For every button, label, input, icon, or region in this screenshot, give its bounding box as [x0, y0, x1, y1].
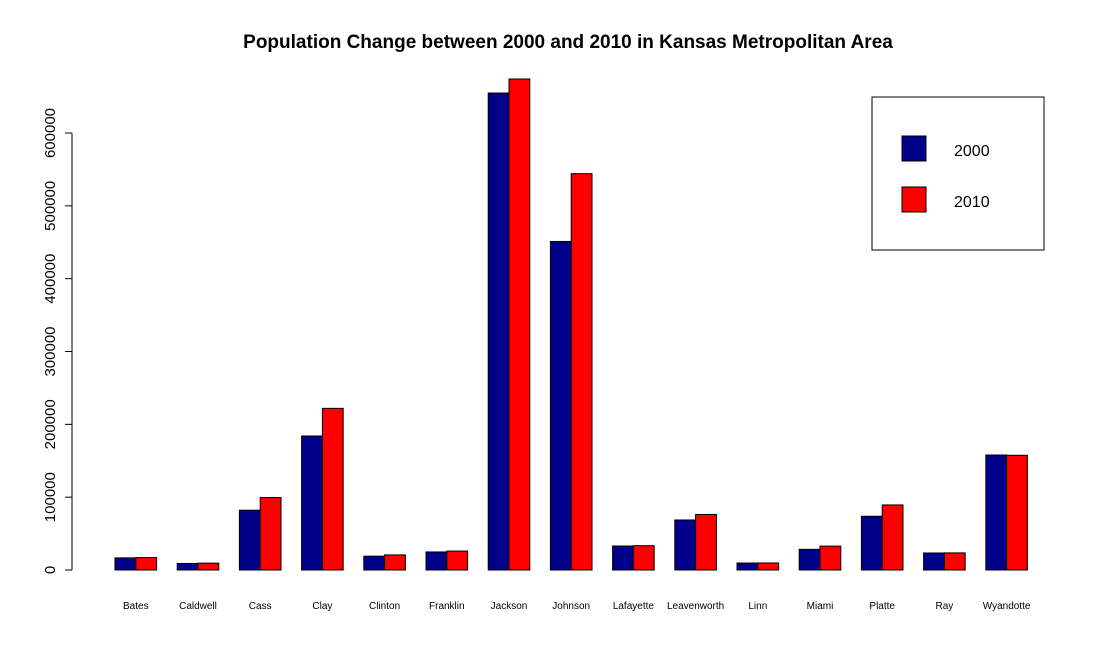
bar-ray-2010 — [943, 552, 966, 571]
legend-label-2000: 2000 — [954, 143, 990, 160]
bar-clay-2010 — [321, 407, 344, 571]
bar-johnson-2000 — [549, 240, 572, 571]
legend-box — [871, 96, 1045, 251]
bar-clay-2000 — [301, 435, 323, 571]
bar-caldwell-2010 — [197, 562, 220, 571]
x-tick-label: Ray — [936, 601, 954, 612]
x-axis-labels: Bates Caldwell Cass Clay Clinton Franklin Jack… — [123, 601, 1031, 612]
y-axis: 0 100000 200000 300000 400000 500000 600000 — [42, 108, 73, 574]
y-tick-label: 500000 — [42, 181, 59, 231]
bar-franklin-2010 — [446, 550, 469, 571]
bar-clinton-2010 — [384, 554, 406, 571]
bar-johnson-2010 — [570, 173, 593, 571]
bar-cass-2010 — [259, 497, 282, 571]
bar-wyandotte-2000 — [985, 454, 1008, 571]
bar-leavenworth-2000 — [674, 519, 697, 571]
bar-bates-2000 — [114, 557, 137, 571]
y-tick-label: 400000 — [42, 254, 59, 304]
legend-label-2010: 2010 — [954, 194, 990, 211]
bar-linn-2000 — [736, 562, 759, 571]
bar-lafayette-2010 — [632, 545, 655, 571]
y-tick-label: 300000 — [42, 326, 59, 376]
x-tick-label: Lafayette — [613, 601, 655, 612]
x-tick-label: Leavenworth — [667, 601, 724, 612]
x-tick-label: Bates — [123, 601, 149, 612]
bar-wyandotte-2010 — [1006, 454, 1028, 571]
bar-caldwell-2000 — [176, 562, 199, 571]
chart-title: Population Change between 2000 and 2010 … — [243, 32, 893, 53]
y-tick-label: 0 — [42, 566, 59, 574]
legend-swatch-2010 — [901, 186, 927, 213]
bar-miami-2000 — [798, 548, 821, 571]
bar-ray-2000 — [923, 552, 945, 571]
x-tick-label: Wyandotte — [983, 601, 1031, 612]
bar-bates-2010 — [135, 557, 158, 571]
x-tick-label: Linn — [748, 601, 767, 612]
x-tick-label: Johnson — [552, 601, 590, 612]
bar-leavenworth-2010 — [695, 513, 717, 571]
legend-swatch-2000 — [901, 135, 927, 162]
bar-jackson-2000 — [487, 92, 510, 571]
bar-platte-2000 — [860, 515, 883, 571]
x-tick-label: Miami — [807, 601, 834, 612]
y-tick-label: 100000 — [42, 472, 59, 522]
x-tick-label: Caldwell — [179, 601, 217, 612]
bar-franklin-2000 — [425, 551, 448, 571]
y-tick-label: 600000 — [42, 108, 59, 158]
y-tick-label: 200000 — [42, 399, 59, 449]
x-tick-label: Cass — [249, 601, 272, 612]
x-tick-label: Franklin — [429, 601, 465, 612]
bar-cass-2000 — [238, 509, 261, 571]
x-tick-label: Clay — [312, 601, 332, 612]
x-tick-label: Clinton — [369, 601, 400, 612]
legend: 2000 2010 — [871, 96, 1045, 251]
x-tick-label: Jackson — [491, 601, 528, 612]
bar-lafayette-2000 — [612, 545, 634, 571]
bar-linn-2010 — [757, 562, 780, 571]
x-tick-label: Platte — [869, 601, 895, 612]
bars-group — [114, 78, 1028, 571]
bar-miami-2010 — [819, 545, 842, 571]
bar-clinton-2000 — [363, 555, 386, 571]
bar-jackson-2010 — [508, 78, 531, 571]
bar-platte-2010 — [881, 504, 904, 571]
